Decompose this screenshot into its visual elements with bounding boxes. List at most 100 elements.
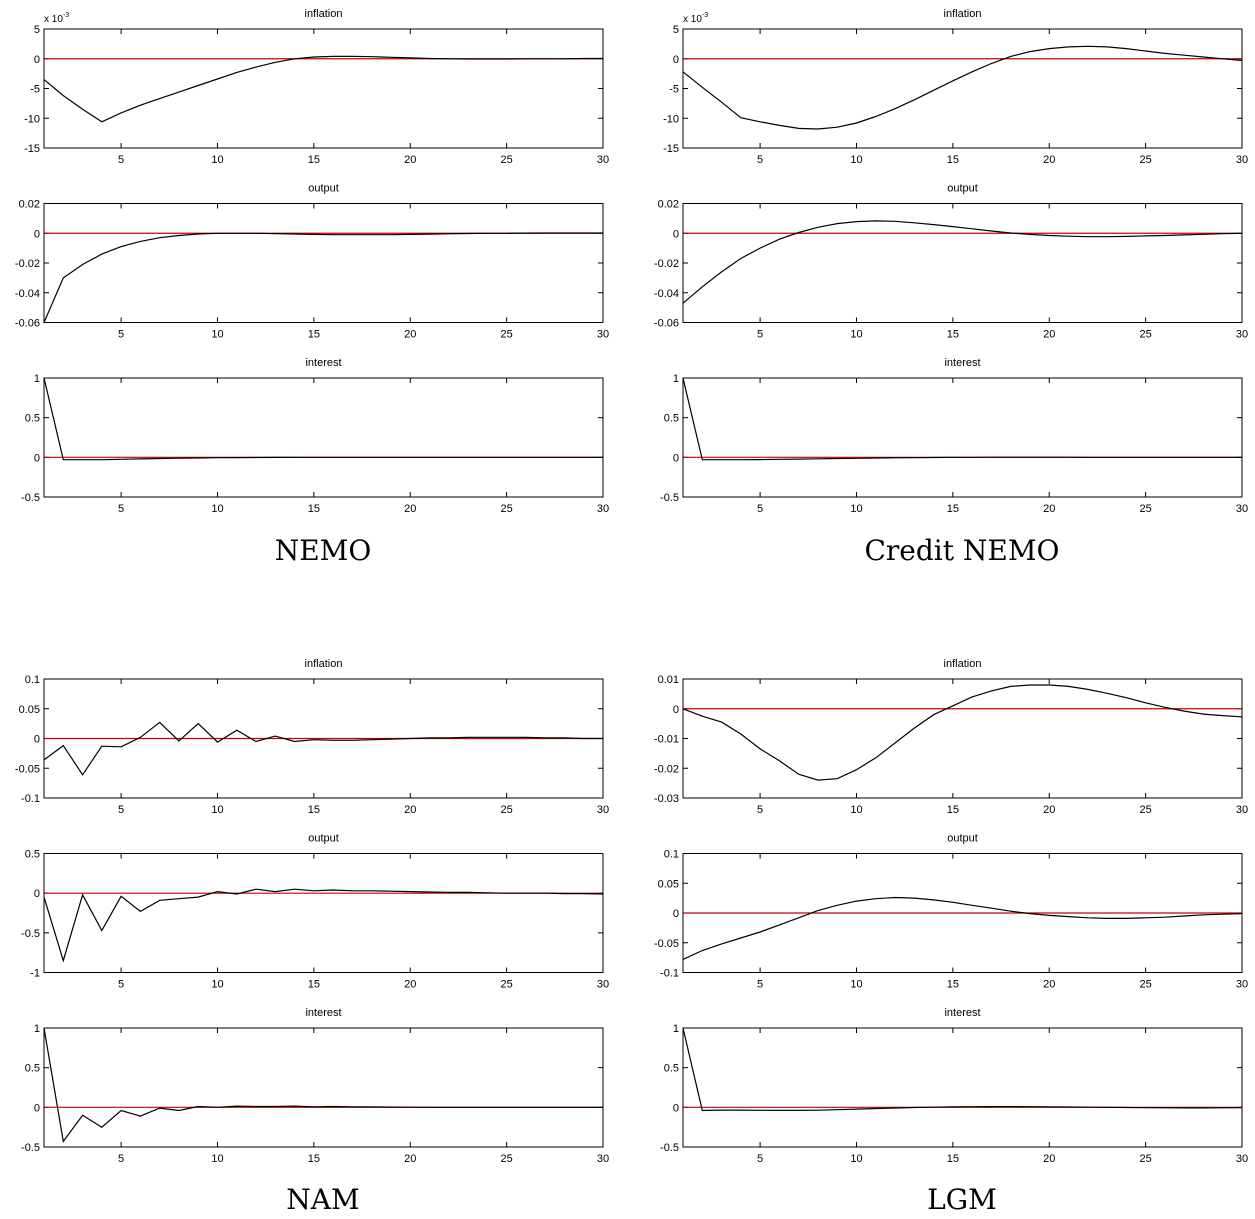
response-line-inflation bbox=[43, 721, 603, 776]
x-tick-label: 30 bbox=[1236, 329, 1248, 341]
axis-exponent-power: -3 bbox=[63, 12, 69, 19]
y-tick-label: 0.05 bbox=[658, 878, 679, 890]
x-tick-label: 20 bbox=[1043, 503, 1055, 515]
y-tick-label: -0.02 bbox=[654, 763, 679, 775]
panel-title: inflation bbox=[944, 8, 982, 20]
axes-frame bbox=[682, 853, 1243, 973]
x-tick-label: 30 bbox=[597, 154, 609, 166]
panel-title: output bbox=[947, 833, 978, 845]
x-tick-label: 30 bbox=[1236, 1153, 1248, 1165]
x-tick-label: 5 bbox=[757, 1153, 763, 1165]
y-tick-label: 1 bbox=[673, 373, 679, 385]
caption-nemo: NEMO bbox=[274, 534, 372, 567]
y-tick-label: -15 bbox=[24, 143, 40, 155]
axis-exponent-power: -3 bbox=[702, 12, 708, 19]
x-tick-label: 25 bbox=[1139, 804, 1151, 816]
y-tick-label: -0.03 bbox=[654, 793, 679, 805]
y-tick-label: 1 bbox=[34, 1023, 40, 1035]
y-tick-label: 0.01 bbox=[658, 674, 679, 686]
x-tick-label: 15 bbox=[947, 329, 959, 341]
y-tick-label: 0.02 bbox=[658, 199, 679, 211]
x-tick-label: 30 bbox=[597, 979, 609, 991]
x-tick-label: 20 bbox=[1043, 979, 1055, 991]
y-tick-label: 0 bbox=[34, 888, 40, 900]
y-tick-label: 0.5 bbox=[25, 1063, 40, 1075]
x-tick-label: 15 bbox=[947, 979, 959, 991]
x-tick-label: 30 bbox=[597, 329, 609, 341]
y-tick-label: 0.05 bbox=[19, 704, 40, 716]
panel-nemo-inflation: inflation x 10-3 5 0 -5 -10 -15 5 10 15 20 25 30 bbox=[24, 8, 609, 166]
panel-nam-output: output 0.5 0 -0.5 -1 5 10 15 20 25 30 bbox=[21, 833, 609, 991]
x-tick-label: 20 bbox=[404, 979, 416, 991]
panel-title: output bbox=[947, 183, 978, 195]
response-line-inflation bbox=[682, 684, 1243, 781]
y-tick-label: 1 bbox=[673, 1023, 679, 1035]
y-tick-label: 0.5 bbox=[664, 1063, 679, 1075]
y-tick-label: -0.5 bbox=[21, 492, 40, 504]
x-tick-label: 25 bbox=[500, 979, 512, 991]
y-tick-label: 0 bbox=[673, 1102, 679, 1114]
response-line-interest bbox=[43, 377, 603, 461]
axes-frame bbox=[682, 377, 1243, 498]
y-tick-label: -0.05 bbox=[654, 938, 679, 950]
x-tick-label: 25 bbox=[1139, 1153, 1151, 1165]
x-tick-label: 20 bbox=[1043, 154, 1055, 166]
y-tick-label: -0.04 bbox=[654, 288, 679, 300]
x-tick-label: 15 bbox=[947, 804, 959, 816]
y-tick-label: 0.5 bbox=[25, 849, 40, 861]
x-tick-label: 5 bbox=[757, 804, 763, 816]
x-tick-label: 10 bbox=[211, 329, 223, 341]
x-tick-label: 30 bbox=[597, 1153, 609, 1165]
y-tick-label: -0.06 bbox=[15, 318, 40, 330]
panel-nemo-output: output 0.02 0 -0.02 -0.04 -0.06 5 10 15 20 25 30 bbox=[15, 183, 609, 341]
panel-title: inflation bbox=[305, 8, 343, 20]
axes-frame bbox=[43, 1027, 604, 1148]
x-tick-label: 15 bbox=[308, 154, 320, 166]
panel-credit-nemo-inflation: inflation x 10-3 5 0 -5 -10 -15 5 10 15 20 25 30 bbox=[663, 8, 1248, 166]
x-tick-label: 20 bbox=[404, 329, 416, 341]
axes-frame bbox=[43, 377, 604, 498]
x-tick-label: 10 bbox=[850, 329, 862, 341]
panel-title: output bbox=[308, 183, 339, 195]
panel-title: inflation bbox=[944, 658, 982, 670]
x-tick-label: 10 bbox=[850, 804, 862, 816]
x-tick-label: 10 bbox=[850, 979, 862, 991]
panel-credit-nemo-output: output 0.02 0 -0.02 -0.04 -0.06 5 10 15 20 25 30 bbox=[654, 183, 1248, 341]
x-tick-label: 30 bbox=[1236, 804, 1248, 816]
x-tick-label: 25 bbox=[1139, 329, 1151, 341]
x-tick-label: 5 bbox=[757, 154, 763, 166]
y-tick-label: 0.5 bbox=[25, 413, 40, 425]
caption-credit-nemo: Credit NEMO bbox=[864, 534, 1060, 567]
x-tick-label: 25 bbox=[1139, 979, 1151, 991]
axes-frame bbox=[43, 678, 604, 799]
y-tick-label: 0.1 bbox=[664, 849, 679, 861]
x-tick-label: 10 bbox=[211, 804, 223, 816]
panel-title: output bbox=[308, 833, 339, 845]
x-tick-label: 20 bbox=[404, 154, 416, 166]
axes-frame bbox=[682, 1027, 1243, 1148]
x-tick-label: 10 bbox=[211, 503, 223, 515]
x-tick-label: 5 bbox=[118, 979, 124, 991]
panel-nam-interest: interest 1 0.5 0 -0.5 5 10 15 20 25 30 bbox=[21, 1007, 609, 1165]
y-tick-label: 0.02 bbox=[19, 199, 40, 211]
y-tick-label: 5 bbox=[673, 24, 679, 36]
axes-frame bbox=[43, 203, 604, 323]
x-tick-label: 20 bbox=[404, 804, 416, 816]
response-line-inflation bbox=[682, 45, 1243, 130]
y-tick-label: -10 bbox=[663, 113, 679, 125]
y-tick-label: -15 bbox=[663, 143, 679, 155]
axes-frame bbox=[682, 203, 1243, 323]
y-tick-label: -0.1 bbox=[21, 793, 40, 805]
x-tick-label: 15 bbox=[947, 503, 959, 515]
y-tick-label: 1 bbox=[34, 373, 40, 385]
x-tick-label: 5 bbox=[118, 804, 124, 816]
x-tick-label: 15 bbox=[308, 804, 320, 816]
y-tick-label: 0 bbox=[34, 452, 40, 464]
response-line-output bbox=[682, 220, 1243, 304]
axes-frame bbox=[43, 853, 604, 973]
x-tick-label: 15 bbox=[308, 329, 320, 341]
